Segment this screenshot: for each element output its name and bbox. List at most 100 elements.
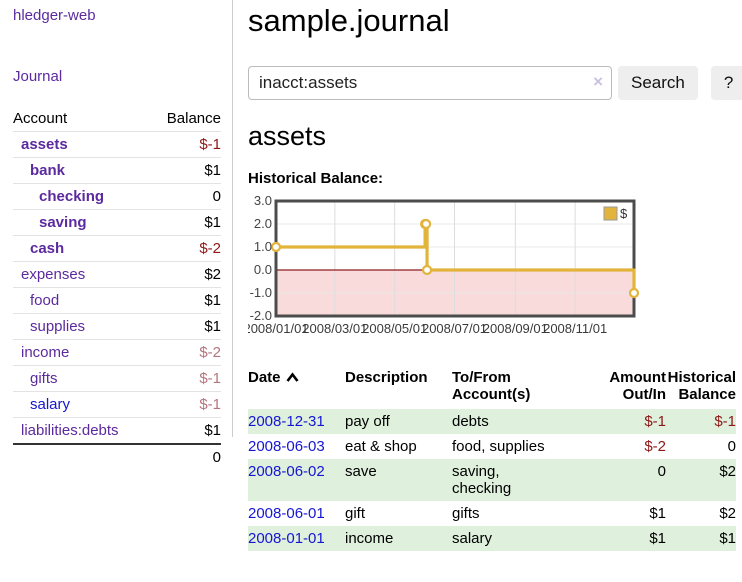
help-button[interactable]: ? bbox=[710, 66, 742, 100]
account-row: income $-2 bbox=[13, 339, 221, 366]
account-row: salary $-1 bbox=[13, 391, 221, 418]
account-balance: $1 bbox=[150, 157, 221, 184]
chart-heading: Historical Balance: bbox=[248, 170, 384, 187]
transaction-description: pay off bbox=[345, 409, 452, 434]
account-row: liabilities:debts $1 bbox=[13, 417, 221, 445]
svg-text:2008/07/01: 2008/07/01 bbox=[422, 321, 487, 336]
transaction-description: gift bbox=[345, 505, 366, 522]
description-column-header: Description bbox=[345, 369, 428, 386]
register-table: Date Description To/From Account(s) Amou… bbox=[248, 367, 736, 551]
account-balance: 0 bbox=[150, 183, 221, 210]
transaction-amount: $-2 bbox=[644, 438, 666, 455]
date-header-label: Date bbox=[248, 369, 281, 386]
transaction-date-link[interactable]: 2008-06-03 bbox=[248, 438, 325, 455]
accounts-table: Account Balance assets $-1 bank $1 check… bbox=[13, 106, 221, 470]
account-link-expenses[interactable]: expenses bbox=[21, 266, 86, 283]
clear-search-icon[interactable]: × bbox=[593, 72, 603, 91]
search-form: × Search ? bbox=[248, 66, 742, 100]
account-link-food[interactable]: food bbox=[30, 292, 60, 309]
account-balance: $1 bbox=[150, 417, 221, 445]
transaction-balance: $1 bbox=[666, 526, 736, 551]
accounts-header-row: Account Balance bbox=[13, 106, 221, 132]
transaction-balance: 0 bbox=[727, 438, 736, 455]
account-row: food $1 bbox=[13, 287, 221, 314]
transaction-description: income bbox=[345, 526, 452, 551]
svg-text:-2.0: -2.0 bbox=[250, 308, 272, 323]
transaction-date-link[interactable]: 2008-01-01 bbox=[248, 530, 325, 547]
account-link-saving[interactable]: saving bbox=[39, 214, 87, 231]
page-title: sample.journal bbox=[248, 3, 450, 38]
sort-ascending-icon bbox=[285, 370, 299, 387]
transaction-row: 2008-06-02 save saving, checking 0 $2 bbox=[248, 459, 736, 501]
svg-text:-1.0: -1.0 bbox=[250, 285, 272, 300]
balance-column-header: Balance bbox=[150, 106, 221, 132]
account-balance: $2 bbox=[150, 261, 221, 288]
account-row: supplies $1 bbox=[13, 313, 221, 340]
account-link-gifts[interactable]: gifts bbox=[30, 370, 58, 387]
svg-text:2008/09/01: 2008/09/01 bbox=[483, 321, 548, 336]
account-balance: $-2 bbox=[150, 339, 221, 366]
historical-balance-chart: $3.0 2.0 1.0 0.0 -1.0 -2.02008/01/012008/03/0… bbox=[243, 193, 640, 336]
account-balance: $1 bbox=[150, 209, 221, 236]
transaction-balance: $2 bbox=[719, 505, 736, 522]
transaction-date-link[interactable]: 2008-06-02 bbox=[248, 463, 325, 480]
account-column-header: Account bbox=[13, 106, 151, 132]
transaction-accounts: salary bbox=[452, 526, 608, 551]
accounts-total: 0 bbox=[150, 443, 221, 470]
accounts-column-header: To/From Account(s) bbox=[452, 369, 531, 403]
svg-text:1.0: 1.0 bbox=[254, 239, 272, 254]
account-row: gifts $-1 bbox=[13, 365, 221, 392]
sidebar-item-journal[interactable]: Journal bbox=[13, 68, 63, 85]
account-link-assets[interactable]: assets bbox=[21, 136, 68, 153]
svg-text:0.0: 0.0 bbox=[254, 262, 272, 277]
account-balance: $-1 bbox=[150, 131, 221, 158]
transaction-amount: $1 bbox=[649, 505, 666, 522]
transaction-amount: $1 bbox=[608, 526, 666, 551]
account-link-income[interactable]: income bbox=[21, 344, 70, 361]
transaction-accounts: food, supplies bbox=[452, 438, 545, 455]
search-button[interactable]: Search bbox=[618, 66, 698, 100]
transaction-description: save bbox=[345, 459, 452, 501]
account-link-liabilities-debts[interactable]: liabilities:debts bbox=[21, 422, 119, 439]
main-content: sample.journal × Search ? assets Histori… bbox=[243, 0, 742, 551]
account-balance: $1 bbox=[150, 313, 221, 340]
accounts-total-row: 0 bbox=[13, 443, 221, 470]
brand-link[interactable]: hledger-web bbox=[13, 7, 96, 24]
account-link-bank[interactable]: bank bbox=[30, 162, 66, 179]
account-row: cash $-2 bbox=[13, 235, 221, 262]
transaction-date-link[interactable]: 2008-12-31 bbox=[248, 413, 325, 430]
account-row: checking 0 bbox=[13, 183, 221, 210]
transaction-row: 2008-06-01 gift gifts $1 $2 bbox=[248, 501, 736, 526]
account-link-supplies[interactable]: supplies bbox=[30, 318, 86, 335]
date-column-header[interactable]: Date bbox=[248, 367, 345, 409]
account-balance: $-1 bbox=[150, 365, 221, 392]
account-balance: $1 bbox=[150, 287, 221, 314]
account-row: assets $-1 bbox=[13, 131, 221, 158]
svg-text:2008/03/01: 2008/03/01 bbox=[302, 321, 367, 336]
transaction-row: 2008-06-03 eat & shop food, supplies $-2… bbox=[248, 434, 736, 459]
transaction-description: eat & shop bbox=[345, 438, 417, 455]
account-balance: $-2 bbox=[150, 235, 221, 262]
transaction-accounts: gifts bbox=[452, 505, 480, 522]
register-header-row: Date Description To/From Account(s) Amou… bbox=[248, 367, 736, 409]
search-input[interactable] bbox=[248, 66, 612, 100]
account-row: saving $1 bbox=[13, 209, 221, 236]
amount-column-header: Amount Out/In bbox=[609, 369, 666, 403]
account-link-cash[interactable]: cash bbox=[30, 240, 65, 257]
transaction-balance: $2 bbox=[666, 459, 736, 501]
transaction-accounts: saving, checking bbox=[452, 459, 608, 501]
transaction-date-link[interactable]: 2008-06-01 bbox=[248, 505, 325, 522]
transaction-amount: 0 bbox=[608, 459, 666, 501]
account-title: assets bbox=[248, 121, 327, 151]
account-link-checking[interactable]: checking bbox=[39, 188, 105, 205]
svg-text:$: $ bbox=[620, 206, 628, 221]
account-row: bank $1 bbox=[13, 157, 221, 184]
svg-text:3.0: 3.0 bbox=[254, 196, 272, 208]
balance-column-header: Historical Balance bbox=[667, 369, 736, 403]
transaction-row: 2008-12-31 pay off debts $-1 $-1 bbox=[248, 409, 736, 434]
svg-text:2008/01/01: 2008/01/01 bbox=[248, 321, 309, 336]
account-link-salary[interactable]: salary bbox=[30, 396, 71, 413]
transaction-accounts: debts bbox=[452, 409, 608, 434]
account-balance: $-1 bbox=[150, 391, 221, 418]
transaction-balance: $-1 bbox=[666, 409, 736, 434]
